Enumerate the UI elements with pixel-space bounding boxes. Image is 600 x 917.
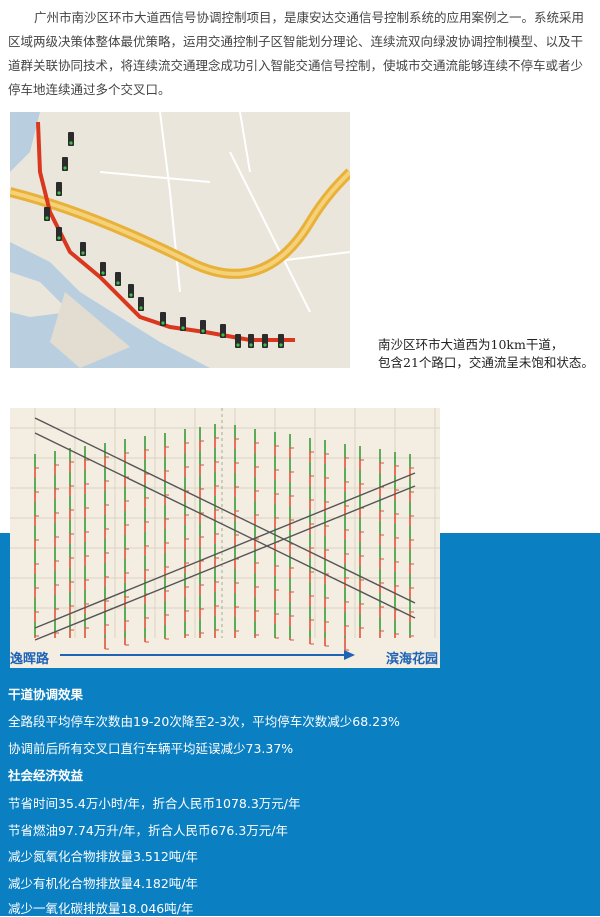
map-caption-line2: 包含21个路口，交通流呈未饱和状态。	[378, 355, 594, 370]
result-item-1: 全路段平均停车次数由19-20次降至2-3次，平均停车次数减少68.23%	[8, 714, 400, 729]
band-up-1	[34, 472, 416, 629]
band-down-1	[34, 417, 416, 604]
result-item-6: 减少有机化合物排放量4.182吨/年	[8, 876, 198, 891]
intro-paragraph: 广州市南沙区环市大道西信号协调控制项目，是康安达交通信号控制系统的应用案例之一。…	[8, 10, 585, 97]
map-caption-line1: 南沙区环市大道西为10km干道，	[378, 337, 564, 352]
heading-arterial: 干道协调效果	[8, 687, 84, 702]
heading-economic: 社会经济效益	[8, 768, 84, 783]
direction-arrow-head	[344, 650, 355, 660]
diagram-svg	[10, 408, 440, 660]
result-item-5: 减少氮氧化合物排放量3.512吨/年	[8, 849, 198, 864]
diagram-right-label: 滨海花园	[385, 652, 438, 667]
green-wave-diagram: 逸晖路 滨海花园	[10, 408, 440, 668]
map-caption: 南沙区环市大道西为10km干道， 包含21个路口，交通流呈未饱和状态。	[378, 336, 594, 372]
route-map	[10, 112, 350, 368]
diagram-left-label: 逸晖路	[10, 652, 50, 667]
band-up-2	[34, 485, 416, 641]
map-svg	[10, 112, 350, 368]
result-item-2: 协调前后所有交叉口直行车辆平均延误减少73.37%	[8, 741, 294, 756]
result-item-4: 节省燃油97.74万升/年，折合人民币676.3万元/年	[8, 823, 288, 838]
result-item-7: 减少一氧化碳排放量18.046吨/年	[8, 901, 194, 916]
band-down-2	[34, 432, 416, 619]
result-item-3: 节省时间35.4万小时/年，折合人民币1078.3万元/年	[8, 796, 301, 811]
